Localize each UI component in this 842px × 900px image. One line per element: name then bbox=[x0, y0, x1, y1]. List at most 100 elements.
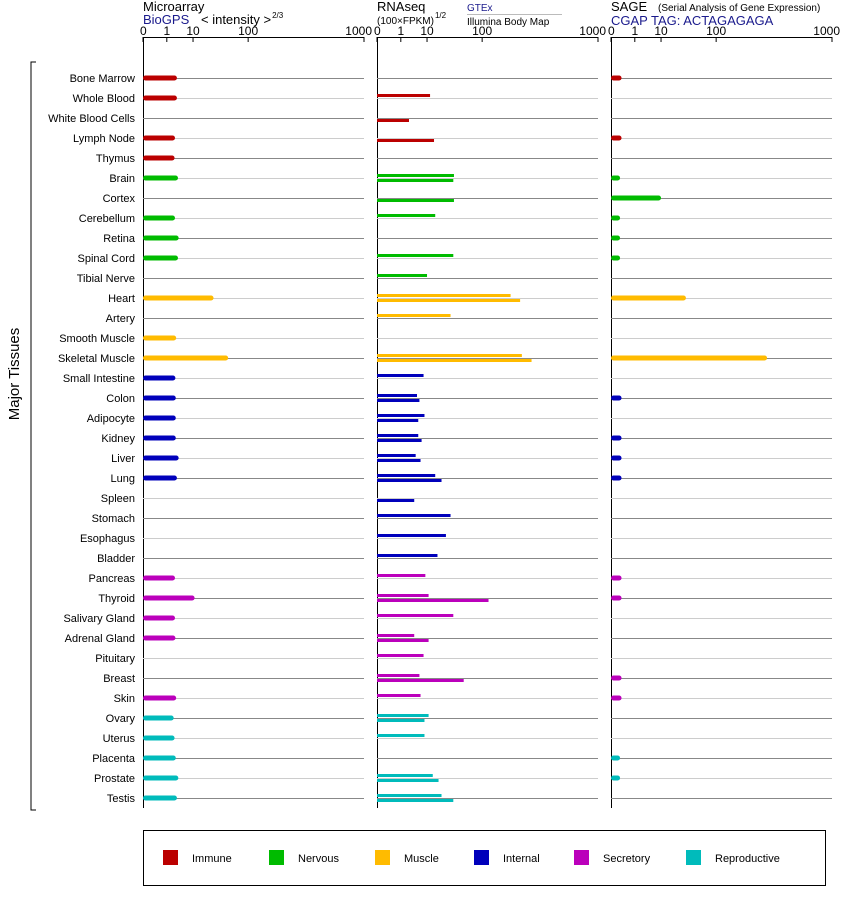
bar-ibm bbox=[377, 419, 419, 422]
tissue-bracket bbox=[30, 61, 36, 811]
bar-microarray bbox=[143, 95, 177, 101]
bar-microarray bbox=[143, 395, 176, 401]
bar-gtex bbox=[377, 414, 425, 417]
gtex-source-link[interactable]: GTEx bbox=[467, 3, 493, 14]
bar-microarray bbox=[143, 775, 179, 781]
microarray-source-link[interactable]: BioGPS bbox=[143, 12, 190, 27]
bar-microarray bbox=[143, 635, 176, 641]
bar-ibm bbox=[377, 719, 425, 722]
legend: Immune Nervous Muscle Internal Secretory Repr… bbox=[163, 850, 780, 865]
ibm-source-label: Illumina Body Map bbox=[467, 17, 550, 28]
tissue-label: Testis bbox=[107, 793, 136, 805]
tick-label-sage: 10 bbox=[654, 24, 668, 38]
tissue-label: Smooth Muscle bbox=[59, 333, 135, 345]
bar-microarray bbox=[143, 695, 177, 701]
bar-sage bbox=[611, 395, 622, 401]
sage-tag-link[interactable]: CGAP TAG: ACTAGAGAGA bbox=[611, 13, 774, 28]
bar-ibm bbox=[377, 439, 422, 442]
bar-gtex bbox=[377, 514, 451, 517]
bar-microarray bbox=[143, 75, 177, 81]
bar-sage bbox=[611, 175, 621, 181]
bar-microarray bbox=[143, 215, 175, 221]
sage-title: SAGE bbox=[611, 0, 647, 14]
legend-swatch-nervous bbox=[269, 850, 284, 865]
microarray-unit: < intensity >2/3 bbox=[201, 11, 284, 27]
bar-ibm bbox=[377, 679, 464, 682]
tissue-label: Adipocyte bbox=[87, 413, 135, 425]
bar-gtex bbox=[377, 654, 424, 657]
bar-ibm bbox=[377, 799, 454, 802]
legend-label-internal: Internal bbox=[503, 853, 540, 865]
bar-gtex bbox=[377, 774, 433, 777]
bar-gtex bbox=[377, 314, 451, 317]
bar-microarray bbox=[143, 795, 177, 801]
tissue-label: Kidney bbox=[101, 433, 135, 445]
legend-swatch-immune bbox=[163, 850, 178, 865]
legend-swatch-secretory bbox=[574, 850, 589, 865]
tick-label-sage: 1 bbox=[631, 24, 638, 38]
bar-microarray bbox=[143, 155, 175, 161]
bar-sage bbox=[611, 195, 662, 201]
tissue-label: Skeletal Muscle bbox=[58, 353, 135, 365]
microarray-unit-exponent: 2/3 bbox=[272, 11, 284, 20]
tissue-label: Spinal Cord bbox=[78, 253, 135, 265]
bar-ibm bbox=[377, 399, 420, 402]
bar-sage bbox=[611, 435, 622, 441]
bar-sage bbox=[611, 255, 621, 261]
tick-label-micro: 10 bbox=[186, 24, 200, 38]
bar-sage bbox=[611, 675, 622, 681]
bar-ibm bbox=[377, 179, 454, 182]
tissue-label: Esophagus bbox=[80, 533, 136, 545]
tissue-label: Whole Blood bbox=[73, 93, 135, 105]
tissue-label: Colon bbox=[106, 393, 135, 405]
tick-label-rnaseq: 0 bbox=[374, 24, 381, 38]
bars-layer bbox=[143, 75, 768, 802]
tick-label-micro: 0 bbox=[140, 24, 147, 38]
bar-ibm bbox=[377, 599, 489, 602]
bar-sage bbox=[611, 695, 622, 701]
tissue-label: Cerebellum bbox=[79, 213, 135, 225]
bar-gtex bbox=[377, 394, 418, 397]
bar-microarray bbox=[143, 455, 179, 461]
legend-label-reproductive: Reproductive bbox=[715, 853, 780, 865]
bar-gtex bbox=[377, 734, 425, 737]
legend-label-nervous: Nervous bbox=[298, 853, 339, 865]
bar-microarray bbox=[143, 735, 175, 741]
tick-label-sage: 0 bbox=[608, 24, 615, 38]
bar-ibm bbox=[377, 359, 532, 362]
legend-swatch-muscle bbox=[375, 850, 390, 865]
bar-microarray bbox=[143, 255, 178, 261]
legend-label-secretory: Secretory bbox=[603, 853, 651, 865]
tissue-label: Ovary bbox=[106, 713, 136, 725]
sage-subtitle: (Serial Analysis of Gene Expression) bbox=[658, 3, 820, 14]
tissue-label: Salivary Gland bbox=[63, 613, 135, 625]
bar-gtex bbox=[377, 374, 424, 377]
bar-ibm bbox=[377, 299, 521, 302]
tissue-label: Bladder bbox=[97, 553, 135, 565]
bar-gtex bbox=[377, 174, 454, 177]
bar-gtex bbox=[377, 94, 431, 97]
bar-gtex bbox=[377, 474, 436, 477]
tissue-label: Uterus bbox=[103, 733, 136, 745]
tissue-label: Skin bbox=[114, 693, 135, 705]
bar-ibm bbox=[377, 499, 415, 502]
tissue-label: Brain bbox=[109, 173, 135, 185]
side-label: Major Tissues bbox=[6, 328, 23, 421]
tissue-label: Bone Marrow bbox=[70, 73, 135, 85]
tissue-label: Placenta bbox=[92, 753, 136, 765]
tissue-label: Lymph Node bbox=[73, 133, 135, 145]
tissue-label: Retina bbox=[103, 233, 136, 245]
microarray-unit-prefix: < intensity > bbox=[201, 12, 271, 27]
tick-label-rnaseq: 10 bbox=[420, 24, 434, 38]
bar-sage bbox=[611, 235, 621, 241]
bar-gtex bbox=[377, 614, 454, 617]
tissue-label: Artery bbox=[106, 313, 136, 325]
bar-microarray bbox=[143, 335, 177, 341]
bar-microarray bbox=[143, 435, 176, 441]
bar-gtex bbox=[377, 554, 438, 557]
legend-swatch-reproductive bbox=[686, 850, 701, 865]
bar-gtex bbox=[377, 274, 428, 277]
bar-ibm bbox=[377, 459, 421, 462]
bar-sage bbox=[611, 775, 621, 781]
